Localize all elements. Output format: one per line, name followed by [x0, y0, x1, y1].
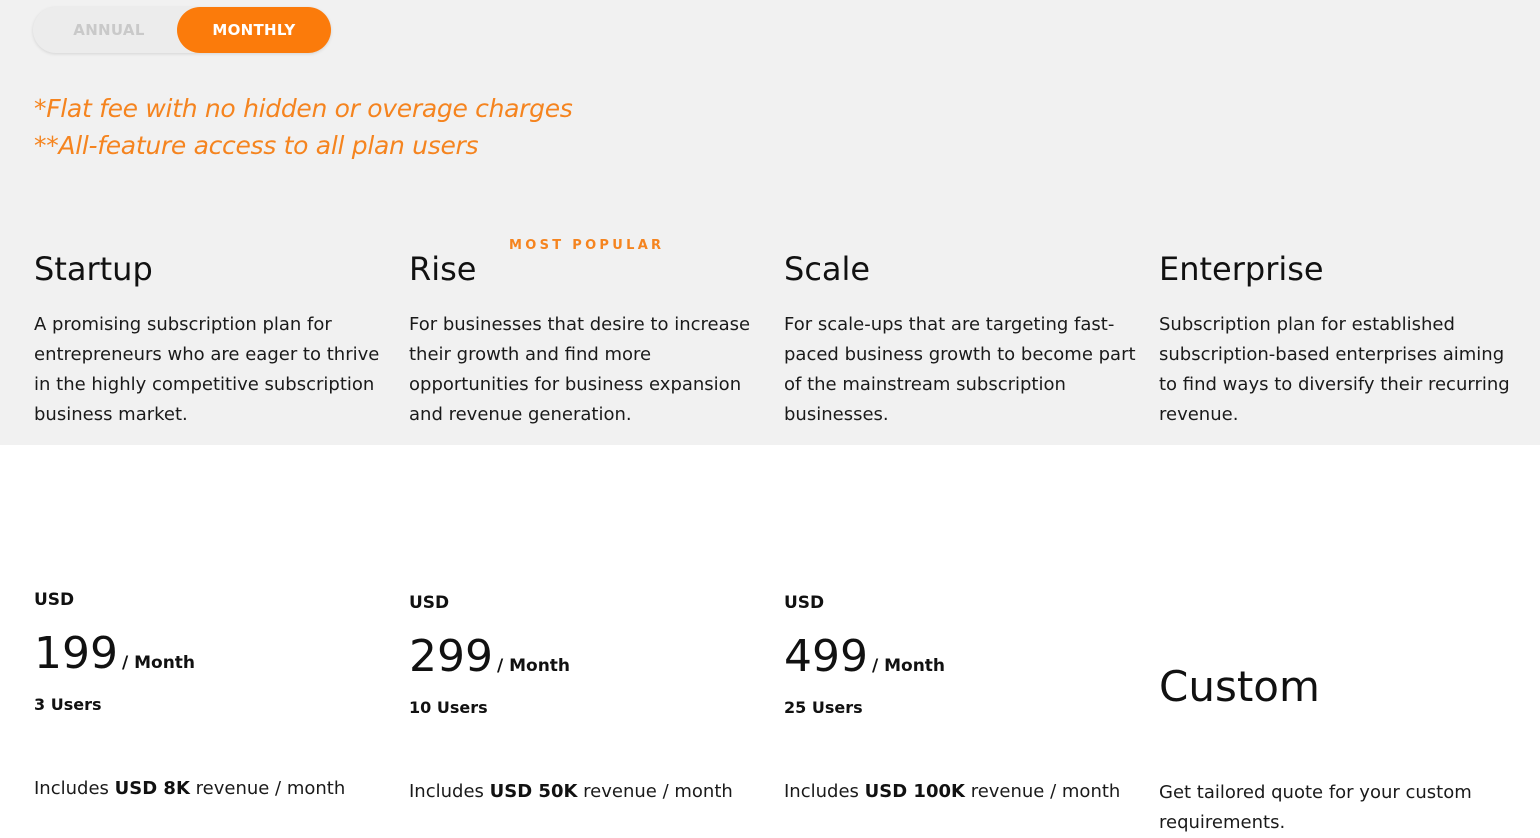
includes-amount: USD 100K [864, 781, 965, 802]
plan-price-custom: Custom [1159, 662, 1320, 711]
custom-quote-note: Get tailored quote for your custom requi… [1159, 782, 1472, 833]
plan-price-row: 199/ Month [34, 628, 195, 679]
plan-name: Rise [409, 250, 477, 288]
annual-toggle-option[interactable]: ANNUAL [73, 21, 145, 39]
plan-name: Enterprise [1159, 250, 1324, 288]
flat-fee-note: *Flat fee with no hidden or overage char… [34, 94, 573, 123]
plan-description: A promising subscription plan for entrep… [34, 314, 380, 425]
plan-period: / Month [121, 653, 196, 673]
plan-period: / Month [496, 656, 571, 676]
includes-suffix: revenue / month [583, 781, 733, 802]
plan-price-row: 299/ Month [409, 631, 570, 682]
billing-period-toggle[interactable]: ANNUAL MONTHLY [33, 7, 331, 53]
includes-amount: USD 8K [114, 778, 190, 799]
plan-users: 10 Users [409, 698, 488, 717]
plans-header-band [0, 0, 1540, 445]
includes-suffix: revenue / month [195, 778, 346, 799]
plan-users: 3 Users [34, 695, 102, 714]
plan-price-row: 499/ Month [784, 631, 945, 682]
all-feature-note: **All-feature access to all plan users [34, 131, 479, 160]
plan-currency: USD [784, 593, 825, 613]
plan-users: 25 Users [784, 698, 863, 717]
includes-prefix: Includes [34, 778, 109, 799]
plan-price: 299 [409, 631, 493, 682]
plan-price: 499 [784, 631, 868, 682]
plan-currency: USD [409, 593, 450, 613]
includes-suffix: revenue / month [970, 781, 1121, 802]
plan-currency: USD [34, 590, 75, 610]
plan-description: Subscription plan for established subscr… [1159, 314, 1510, 425]
plan-included-revenue: Includes USD 100K revenue / month [784, 781, 1120, 802]
includes-prefix: Includes [784, 781, 859, 802]
plan-included-revenue: Includes USD 50K revenue / month [409, 781, 733, 802]
plan-description: For scale-ups that are targeting fast-pa… [784, 314, 1136, 425]
plan-name: Startup [34, 250, 153, 288]
includes-prefix: Includes [409, 781, 484, 802]
plan-description: For businesses that desire to increase t… [409, 314, 751, 425]
pricing-notes: *Flat fee with no hidden or overage char… [34, 90, 573, 164]
monthly-toggle-option[interactable]: MONTHLY [177, 7, 331, 53]
most-popular-badge: MOST POPULAR [509, 238, 665, 253]
plan-name: Scale [784, 250, 871, 288]
plan-included-revenue: Includes USD 8K revenue / month [34, 778, 345, 799]
plan-price: 199 [34, 628, 118, 679]
plan-period: / Month [871, 656, 946, 676]
includes-amount: USD 50K [489, 781, 578, 802]
